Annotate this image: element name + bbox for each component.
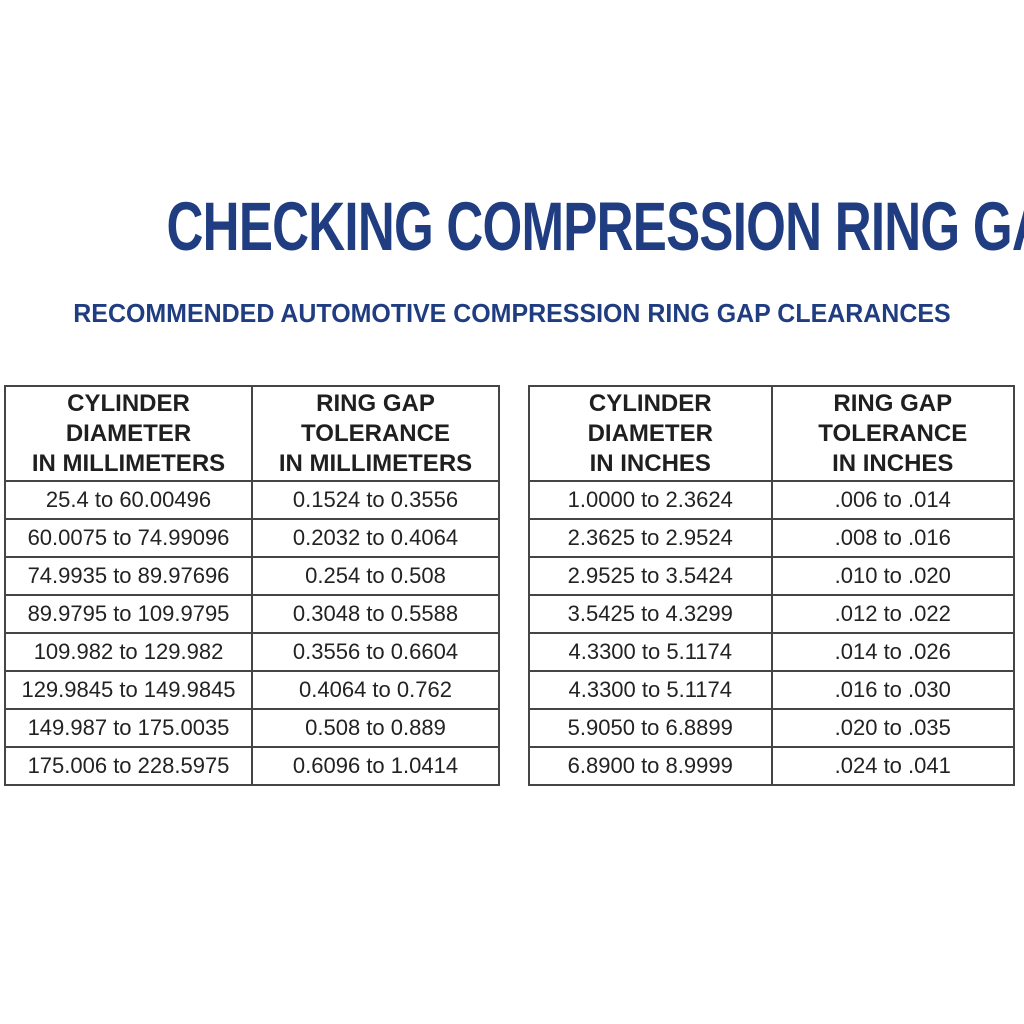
diameter-cell: 89.9795 to 109.9795	[4, 594, 253, 634]
table-row: 175.006 to 228.5975 0.6096 to 1.0414	[4, 746, 500, 786]
table-row: 4.3300 to 5.1174 .014 to .026	[528, 632, 1015, 672]
tolerance-cell: 0.1524 to 0.3556	[251, 480, 500, 520]
table-row: 25.4 to 60.00496 0.1524 to 0.3556	[4, 480, 500, 520]
tolerance-cell: .006 to .014	[770, 480, 1015, 520]
tolerance-cell: 0.2032 to 0.4064	[251, 518, 500, 558]
page-subtitle: RECOMMENDED AUTOMOTIVE COMPRESSION RING …	[73, 298, 951, 328]
tolerance-cell: 0.4064 to 0.762	[251, 670, 500, 710]
header-line: RING GAP	[316, 389, 435, 417]
imperial-tolerance-header: RING GAP TOLERANCE IN INCHES	[770, 385, 1015, 482]
tolerance-cell: 0.508 to 0.889	[251, 708, 500, 748]
table-row: 2.3625 to 2.9524 .008 to .016	[528, 518, 1015, 558]
tolerance-cell: .014 to .026	[770, 632, 1015, 672]
header-line: DIAMETER	[587, 419, 713, 447]
diameter-cell: 3.5425 to 4.3299	[528, 594, 773, 634]
diameter-cell: 2.9525 to 3.5424	[528, 556, 773, 596]
imperial-header-row: CYLINDER DIAMETER IN INCHES RING GAP TOL…	[528, 385, 1015, 482]
tolerance-cell: 0.3048 to 0.5588	[251, 594, 500, 634]
diameter-cell: 149.987 to 175.0035	[4, 708, 253, 748]
table-row: 3.5425 to 4.3299 .012 to .022	[528, 594, 1015, 634]
table-row: 109.982 to 129.982 0.3556 to 0.6604	[4, 632, 500, 672]
tolerance-cell: .016 to .030	[770, 670, 1015, 710]
header-line: RING GAP	[833, 389, 953, 417]
metric-diameter-header: CYLINDER DIAMETER IN MILLIMETERS	[4, 385, 253, 482]
header-line: IN MILLIMETERS	[31, 449, 226, 477]
table-row: 2.9525 to 3.5424 .010 to .020	[528, 556, 1015, 596]
diameter-cell: 1.0000 to 2.3624	[528, 480, 773, 520]
diameter-cell: 109.982 to 129.982	[4, 632, 253, 672]
table-row: 129.9845 to 149.9845 0.4064 to 0.762	[4, 670, 500, 710]
diameter-cell: 4.3300 to 5.1174	[528, 632, 773, 672]
header-line: IN INCHES	[832, 449, 954, 477]
table-row: 149.987 to 175.0035 0.508 to 0.889	[4, 708, 500, 748]
diameter-cell: 129.9845 to 149.9845	[4, 670, 253, 710]
tolerance-cell: .008 to .016	[770, 518, 1015, 558]
page-title-wrap: CHECKING COMPRESSION RING GAPS	[0, 192, 1024, 261]
table-row: 89.9795 to 109.9795 0.3048 to 0.5588	[4, 594, 500, 634]
diameter-cell: 2.3625 to 2.9524	[528, 518, 773, 558]
header-line: TOLERANCE	[818, 419, 968, 447]
tolerance-cell: 0.6096 to 1.0414	[251, 746, 500, 786]
table-row: 1.0000 to 2.3624 .006 to .014	[528, 480, 1015, 520]
tolerance-cell: .024 to .041	[770, 746, 1015, 786]
table-row: 74.9935 to 89.97696 0.254 to 0.508	[4, 556, 500, 596]
table-row: 6.8900 to 8.9999 .024 to .041	[528, 746, 1015, 786]
tolerance-cell: 0.254 to 0.508	[251, 556, 500, 596]
table-row: 5.9050 to 6.8899 .020 to .035	[528, 708, 1015, 748]
header-line: CYLINDER	[67, 389, 190, 417]
diameter-cell: 74.9935 to 89.97696	[4, 556, 253, 596]
tolerance-cell: .020 to .035	[770, 708, 1015, 748]
tolerance-cell: .012 to .022	[770, 594, 1015, 634]
diameter-cell: 60.0075 to 74.99096	[4, 518, 253, 558]
metric-table: CYLINDER DIAMETER IN MILLIMETERS RING GA…	[4, 385, 500, 786]
table-row: 60.0075 to 74.99096 0.2032 to 0.4064	[4, 518, 500, 558]
page-title: CHECKING COMPRESSION RING GAPS	[166, 188, 1024, 265]
metric-header-row: CYLINDER DIAMETER IN MILLIMETERS RING GA…	[4, 385, 500, 482]
table-row: 4.3300 to 5.1174 .016 to .030	[528, 670, 1015, 710]
header-line: DIAMETER	[65, 419, 192, 447]
header-line: TOLERANCE	[301, 419, 450, 447]
tolerance-cell: .010 to .020	[770, 556, 1015, 596]
diameter-cell: 4.3300 to 5.1174	[528, 670, 773, 710]
page-subtitle-wrap: RECOMMENDED AUTOMOTIVE COMPRESSION RING …	[0, 300, 1024, 327]
diameter-cell: 25.4 to 60.00496	[4, 480, 253, 520]
header-line: IN INCHES	[589, 449, 711, 477]
tolerance-cell: 0.3556 to 0.6604	[251, 632, 500, 672]
diameter-cell: 5.9050 to 6.8899	[528, 708, 773, 748]
diameter-cell: 175.006 to 228.5975	[4, 746, 253, 786]
metric-tolerance-header: RING GAP TOLERANCE IN MILLIMETERS	[251, 385, 500, 482]
imperial-table: CYLINDER DIAMETER IN INCHES RING GAP TOL…	[528, 385, 1015, 786]
header-line: IN MILLIMETERS	[278, 449, 473, 477]
header-line: CYLINDER	[588, 389, 712, 417]
imperial-diameter-header: CYLINDER DIAMETER IN INCHES	[528, 385, 773, 482]
diameter-cell: 6.8900 to 8.9999	[528, 746, 773, 786]
